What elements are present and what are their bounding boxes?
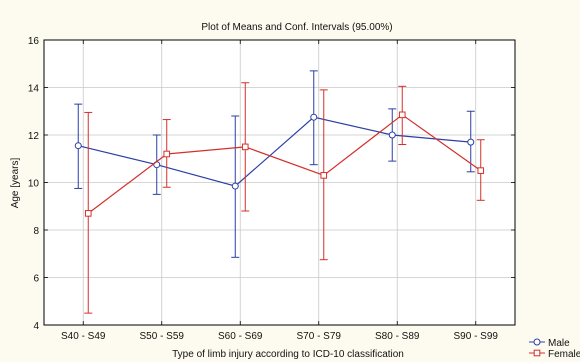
y-tick-label: 8 — [33, 226, 39, 237]
male-point — [388, 131, 396, 139]
male-line — [78, 116, 471, 187]
x-tick-label: S80 - S89 — [375, 331, 420, 342]
x-tick-label: S40 - S49 — [61, 331, 106, 342]
male-point — [74, 142, 82, 150]
x-tick-label: S90 - S99 — [454, 331, 499, 342]
female-line — [87, 114, 482, 214]
female-point — [241, 143, 249, 151]
y-tick-label: 14 — [28, 84, 40, 95]
female-point — [320, 172, 328, 179]
x-tick-label: S70 - S79 — [297, 331, 342, 342]
male-legend-label: Male — [548, 338, 570, 349]
y-tick-label: 4 — [33, 321, 39, 332]
male-legend-marker — [533, 338, 541, 346]
plot-area: 4 6 8 10 12 14 16 S40 - S49 S50 - S59 S60 - S69 S7… — [28, 36, 516, 342]
chart-title: Plot of Means and Conf. Intervals (95.00… — [201, 22, 392, 33]
male-point — [467, 138, 475, 146]
y-axis-label: Age [years] — [10, 157, 21, 208]
y-tick-label: 6 — [33, 274, 39, 285]
female-point — [477, 167, 485, 174]
female-legend-label: Female — [548, 349, 580, 360]
x-tick-label: S60 - S69 — [218, 331, 263, 342]
y-tick-label: 16 — [28, 36, 40, 47]
y-tick-label: 12 — [28, 131, 40, 142]
male-point — [310, 113, 318, 121]
female-point — [84, 210, 92, 217]
male-point — [231, 182, 239, 190]
female-point — [163, 150, 171, 158]
female-point — [398, 111, 406, 119]
x-axis-label: Type of limb injury according to ICD-10 … — [172, 349, 404, 360]
female-legend-marker — [533, 349, 541, 357]
plot-frame — [43, 39, 516, 326]
y-tick-label: 10 — [28, 179, 40, 190]
x-tick-label: S50 - S59 — [140, 331, 185, 342]
